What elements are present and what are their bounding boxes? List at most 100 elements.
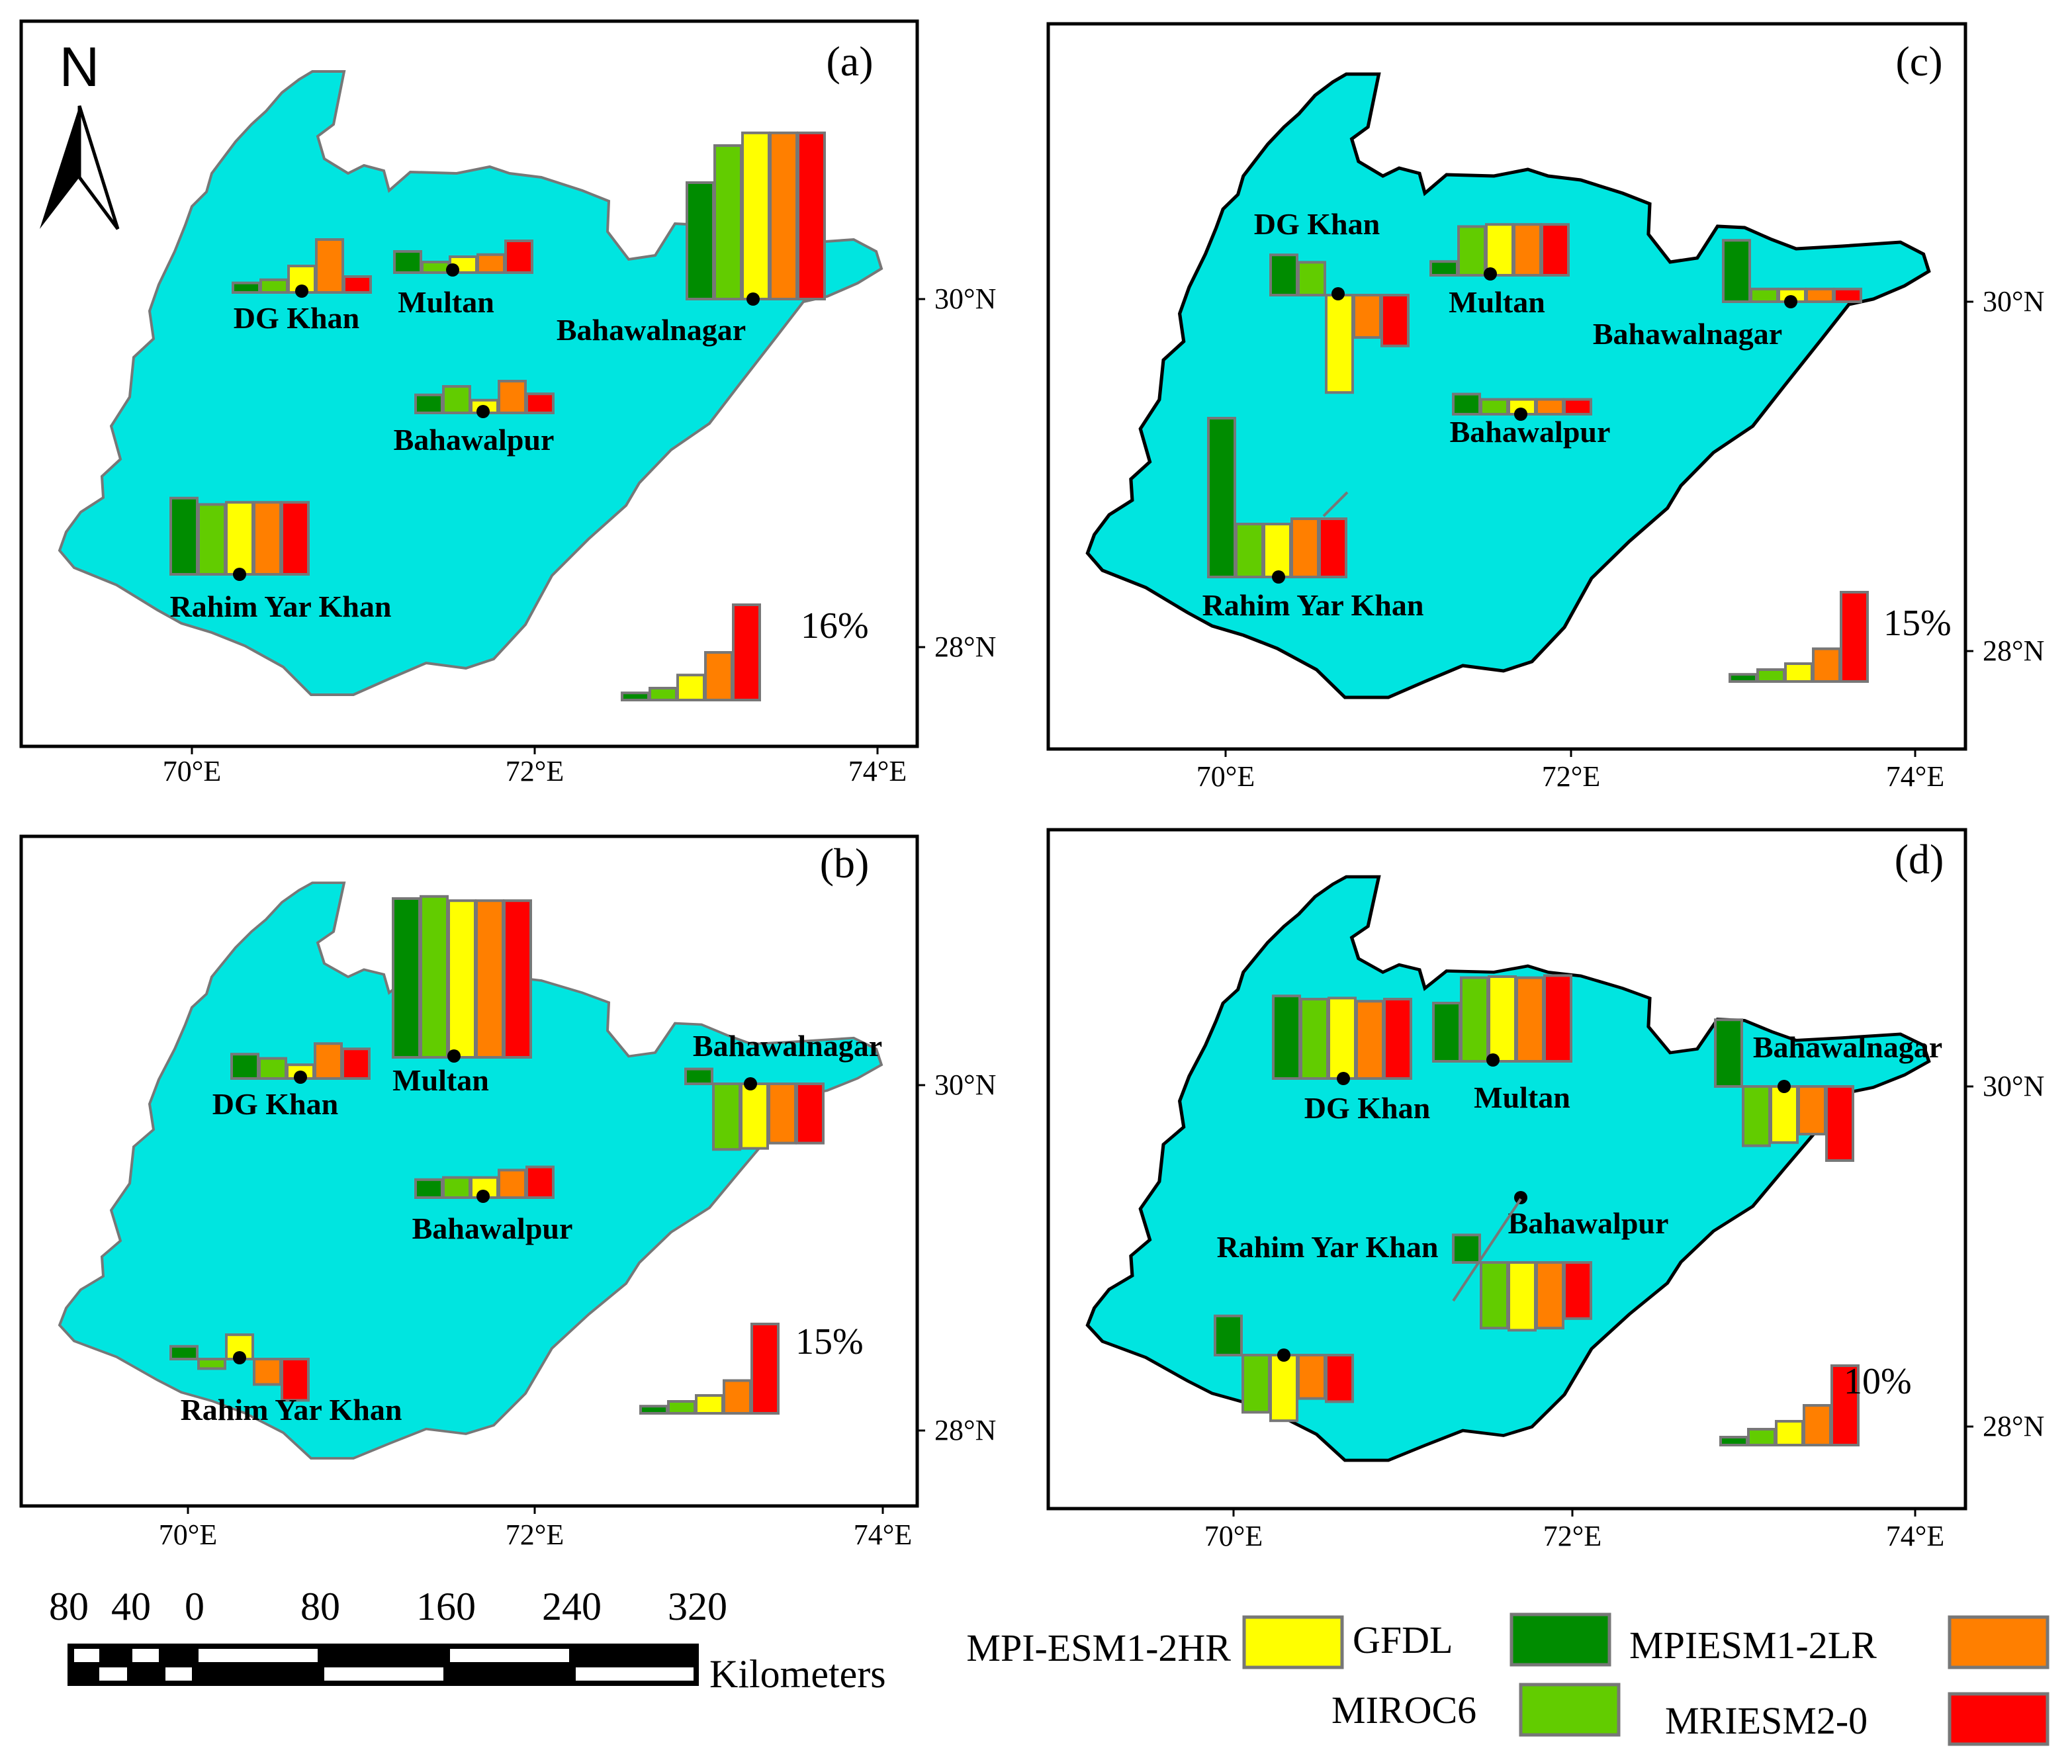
y-tick-label: 28°N <box>1983 635 2044 667</box>
y-tick-label: 30°N <box>934 283 996 315</box>
city-location-dot <box>1331 287 1345 300</box>
reference-bar-mriesm2-0 <box>732 603 761 701</box>
city-location-dot <box>1514 1191 1527 1204</box>
legend-label: MRIESM2-0 <box>1665 1699 1868 1742</box>
legend-item-miroc6: MIROC6 <box>1331 1683 1621 1737</box>
bar-mpiesm1-2lr <box>1513 223 1542 277</box>
city-label: Multan <box>1449 285 1545 319</box>
bar-mriesm2-0 <box>1825 1085 1854 1162</box>
x-tick-label: 74°E <box>1886 760 1944 793</box>
bar-mriesm2-0 <box>1563 398 1592 416</box>
x-tick-label: 74°E <box>848 755 907 787</box>
reference-bar-miroc6 <box>667 1400 696 1415</box>
city-location-dot <box>1486 1053 1500 1067</box>
panel-label: (a) <box>826 38 873 85</box>
bar-gfdl <box>393 250 422 274</box>
city-bars-rahim-yar-khan: Rahim Yar Khan <box>169 1333 402 1427</box>
city-location-dot <box>295 285 308 298</box>
legend-item-gfdl: GFDL <box>1353 1612 1611 1667</box>
y-tick-label: 30°N <box>1983 1070 2044 1102</box>
bar-gfdl <box>169 1345 199 1361</box>
legend-item-mpiesm1-2lr: MPIESM1-2LR <box>1629 1615 2049 1669</box>
bar-gfdl <box>684 1067 713 1085</box>
bar-gfdl <box>414 393 443 414</box>
bar-gfdl <box>1214 1314 1243 1357</box>
city-label: Rahim Yar Khan <box>181 1393 402 1427</box>
city-location-dot <box>1272 570 1285 584</box>
bar-mpiesm1-2lr <box>1353 294 1382 339</box>
legend-label: MPI-ESM1-2HR <box>966 1626 1231 1669</box>
x-tick-label: 72°E <box>1543 1520 1601 1552</box>
legend-item-mriesm2-0: MRIESM2-0 <box>1665 1692 2049 1746</box>
city-bars-rahim-yar-khan: Rahim Yar Khan <box>1214 1230 1439 1423</box>
city-bars-rahim-yar-khan: Rahim Yar Khan <box>169 496 391 623</box>
bar-mriesm2-0 <box>1380 294 1410 347</box>
bar-mpiesm1-2lr <box>769 131 798 300</box>
bar-miroc6 <box>1480 1261 1509 1330</box>
scale-label-160: 160 <box>416 1585 476 1628</box>
north-arrow: N <box>40 36 120 230</box>
city-location-dot <box>476 405 490 418</box>
legend-label: GFDL <box>1353 1618 1453 1661</box>
city-label: DG Khan <box>1254 207 1380 241</box>
scale-label-80-left: 80 <box>49 1585 89 1628</box>
bar-mpiesm1-2lr <box>1290 517 1320 578</box>
x-tick-label: 74°E <box>1886 1520 1944 1552</box>
bar-miroc6 <box>442 1176 471 1199</box>
scale-label-80: 80 <box>300 1585 340 1628</box>
y-tick-label: 30°N <box>1983 285 2044 318</box>
leader-line <box>1452 1198 1522 1302</box>
bar-mriesm2-0 <box>504 240 533 274</box>
bar-miroc6 <box>1480 398 1509 416</box>
bar-gfdl <box>1429 260 1459 277</box>
bar-gfdl <box>1452 1233 1481 1264</box>
bar-miroc6 <box>1457 225 1486 277</box>
city-bars-bahawalnagar: Bahawalnagar <box>684 1029 882 1151</box>
city-label: Multan <box>1474 1080 1570 1114</box>
reference-bar-mriesm2-0 <box>750 1323 780 1415</box>
x-tick-label: 72°E <box>1542 760 1600 793</box>
reference-bar-mpiesm1-2lr <box>1812 647 1841 683</box>
bar-gfdl <box>230 1053 259 1080</box>
city-location-dot <box>744 1077 757 1090</box>
north-arrow-label: N <box>60 36 100 98</box>
reference-bar-mpiesm1-2lr <box>723 1379 752 1415</box>
reference-bar-mpiesm1-2lr <box>1803 1404 1832 1446</box>
bar-miroc6 <box>1460 976 1489 1063</box>
scale-unit-label: Kilometers <box>709 1652 886 1696</box>
x-tick-label: 70°E <box>159 1519 217 1551</box>
city-location-dot <box>1784 295 1797 308</box>
reference-bar-gfdl <box>1729 673 1758 684</box>
city-bars-bahawalnagar: Bahawalnagar <box>1593 239 1862 351</box>
bar-mriesm2-0 <box>281 501 310 576</box>
bar-miroc6 <box>197 503 226 576</box>
city-label: Rahim Yar Khan <box>1217 1230 1439 1264</box>
reference-bar-scale: 15% <box>639 1321 864 1415</box>
reference-bar-scale: 15% <box>1729 591 1952 684</box>
bar-mpi-esm1-2hr <box>225 501 254 576</box>
bar-mpi-esm1-2hr <box>1263 523 1292 578</box>
reference-bar-mpiesm1-2lr <box>704 651 733 701</box>
bar-mpi-esm1-2hr <box>1770 1085 1799 1144</box>
bar-gfdl <box>686 181 715 300</box>
city-label: Bahawalpur <box>1450 415 1611 449</box>
city-bars-multan: Multan <box>1432 974 1572 1114</box>
city-label: Bahawalnagar <box>1753 1030 1942 1064</box>
city-location-dot <box>233 568 246 581</box>
bar-miroc6 <box>1750 287 1779 303</box>
bar-gfdl <box>1269 253 1298 297</box>
reference-bar-mpi-esm1-2hr <box>695 1394 724 1415</box>
city-bars-bahawalpur: Bahawalpur <box>1450 392 1611 449</box>
bar-mriesm2-0 <box>343 275 372 294</box>
reference-value-label: 15% <box>795 1321 864 1362</box>
scale-bar: 80 40 0 80 160 240 320 Kilometers <box>49 1585 886 1696</box>
leader-line <box>1322 491 1349 517</box>
bar-mpiesm1-2lr <box>314 1042 343 1080</box>
bar-mpiesm1-2lr <box>498 1169 527 1200</box>
scale-label-320: 320 <box>668 1585 727 1628</box>
bar-mriesm2-0 <box>341 1047 371 1080</box>
bar-mpi-esm1-2hr <box>1325 294 1354 394</box>
x-tick-label: 72°E <box>506 755 564 787</box>
bar-mpi-esm1-2hr <box>447 899 476 1059</box>
city-label: DG Khan <box>1304 1091 1430 1125</box>
